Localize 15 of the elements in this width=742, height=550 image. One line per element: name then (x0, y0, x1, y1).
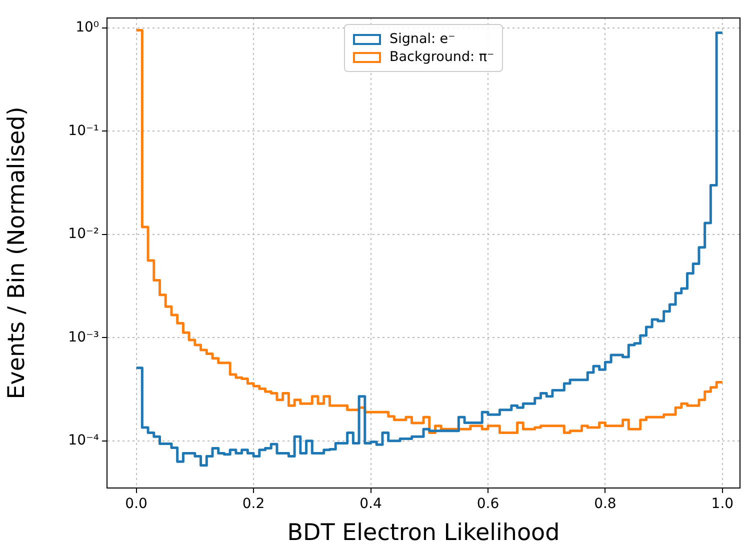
x-tick-label: 0.2 (242, 496, 265, 512)
legend-label: Background: π⁻ (390, 49, 494, 65)
legend-label: Signal: e⁻ (390, 31, 456, 47)
y-axis-title: Events / Bin (Normalised) (4, 106, 30, 400)
y-tick-label: 10⁻¹ (68, 122, 99, 139)
x-tick-label: 0.0 (125, 496, 148, 512)
y-tick-label: 10⁰ (76, 20, 100, 36)
x-tick-label: 0.8 (594, 496, 616, 512)
x-tick-label: 0.4 (360, 496, 382, 512)
x-tick-label: 0.6 (476, 496, 500, 512)
y-tick-label: 10⁻⁴ (68, 432, 100, 449)
x-tick-label: 1.0 (711, 496, 734, 512)
y-tick-label: 10⁻² (68, 226, 99, 242)
y-tick-label: 10⁻³ (68, 329, 99, 346)
x-axis-title: BDT Electron Likelihood (287, 520, 560, 546)
